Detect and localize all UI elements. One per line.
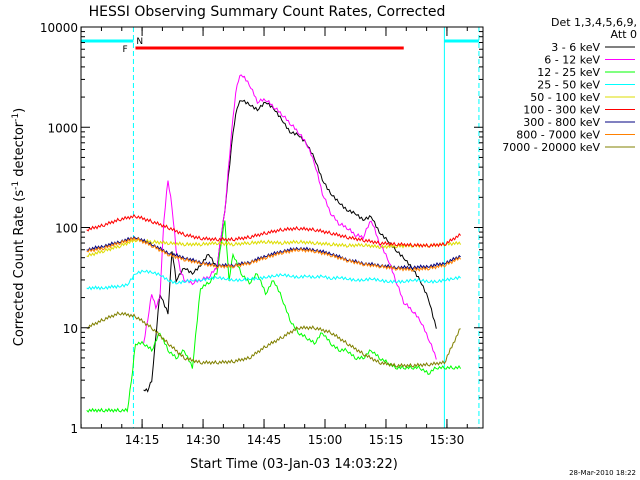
x-tick-label-3: 15:00 — [308, 433, 343, 447]
series-8 — [86, 311, 461, 369]
footer-timestamp: 28-Mar-2010 18:22 — [569, 469, 636, 477]
flare-flag-label: F — [122, 45, 127, 55]
x-axis-label: Start Time (03-Jan-03 14:03:22) — [190, 457, 398, 472]
legend-header-line1: Det 1,3,4,5,6,9, — [551, 16, 637, 29]
y-tick-label-3: 1000 — [47, 121, 78, 135]
y-axis-label-part: -1 — [11, 181, 21, 190]
legend-entry-5: 100 - 300 keV — [523, 104, 600, 117]
series-line-3-0 — [86, 269, 461, 291]
legend-entry-0: 3 - 6 keV — [551, 41, 600, 54]
night-label: N — [136, 37, 143, 47]
x-tick-label-4: 15:15 — [369, 433, 404, 447]
legend-header-line2: Att 0 — [611, 28, 637, 41]
legend-entry-4: 50 - 100 keV — [530, 91, 600, 104]
legend-entry-3: 25 - 50 keV — [537, 79, 600, 92]
y-axis-label: Corrected Count Rate (s-1 detector-1) — [11, 108, 27, 346]
y-tick-label-1: 10 — [63, 322, 78, 336]
x-tick-label-0: 14:15 — [125, 433, 160, 447]
series-line-4-0 — [86, 237, 462, 258]
x-tick-label-1: 14:30 — [186, 433, 221, 447]
x-tick-label-2: 14:45 — [247, 433, 282, 447]
series-3 — [86, 269, 461, 291]
legend-entry-8: 7000 - 20000 keV — [502, 141, 600, 154]
legend-entry-2: 12 - 25 keV — [537, 66, 600, 79]
y-axis-label-part: detector — [12, 121, 27, 181]
legend-entry-6: 300 - 800 keV — [523, 116, 600, 129]
series-7 — [86, 236, 462, 272]
legend-entry-1: 6 - 12 keV — [544, 54, 600, 67]
y-tick-label-4: 10000 — [40, 21, 78, 35]
y-axis-label-part: Corrected Count Rate (s — [12, 190, 27, 347]
series-line-7-0 — [86, 236, 462, 272]
series-2 — [86, 220, 462, 413]
series-line-8-0 — [86, 311, 461, 369]
y-tick-label-0: 1 — [70, 422, 78, 436]
plot-series-group — [81, 27, 480, 428]
axes-ticks: 1 10 100 1000 10000 14:15 14:30 14:45 15:00 15:15… — [40, 21, 483, 447]
series-0 — [143, 99, 437, 393]
series-line-2-0 — [86, 220, 462, 413]
series-4 — [86, 237, 462, 258]
y-tick-label-2: 100 — [55, 222, 78, 236]
x-tick-label-5: 15:30 — [430, 433, 465, 447]
series-5 — [86, 213, 461, 248]
series-line-5-0 — [86, 213, 461, 248]
chart-title: HESSI Observing Summary Count Rates, Cor… — [89, 4, 446, 20]
plot-area: FN — [81, 27, 480, 428]
y-axis-label-part: -1 — [11, 113, 21, 122]
series-line-0-0 — [143, 99, 437, 393]
y-axis-label-part: ) — [12, 108, 27, 113]
legend-entry-7: 800 - 7000 keV — [516, 129, 600, 142]
